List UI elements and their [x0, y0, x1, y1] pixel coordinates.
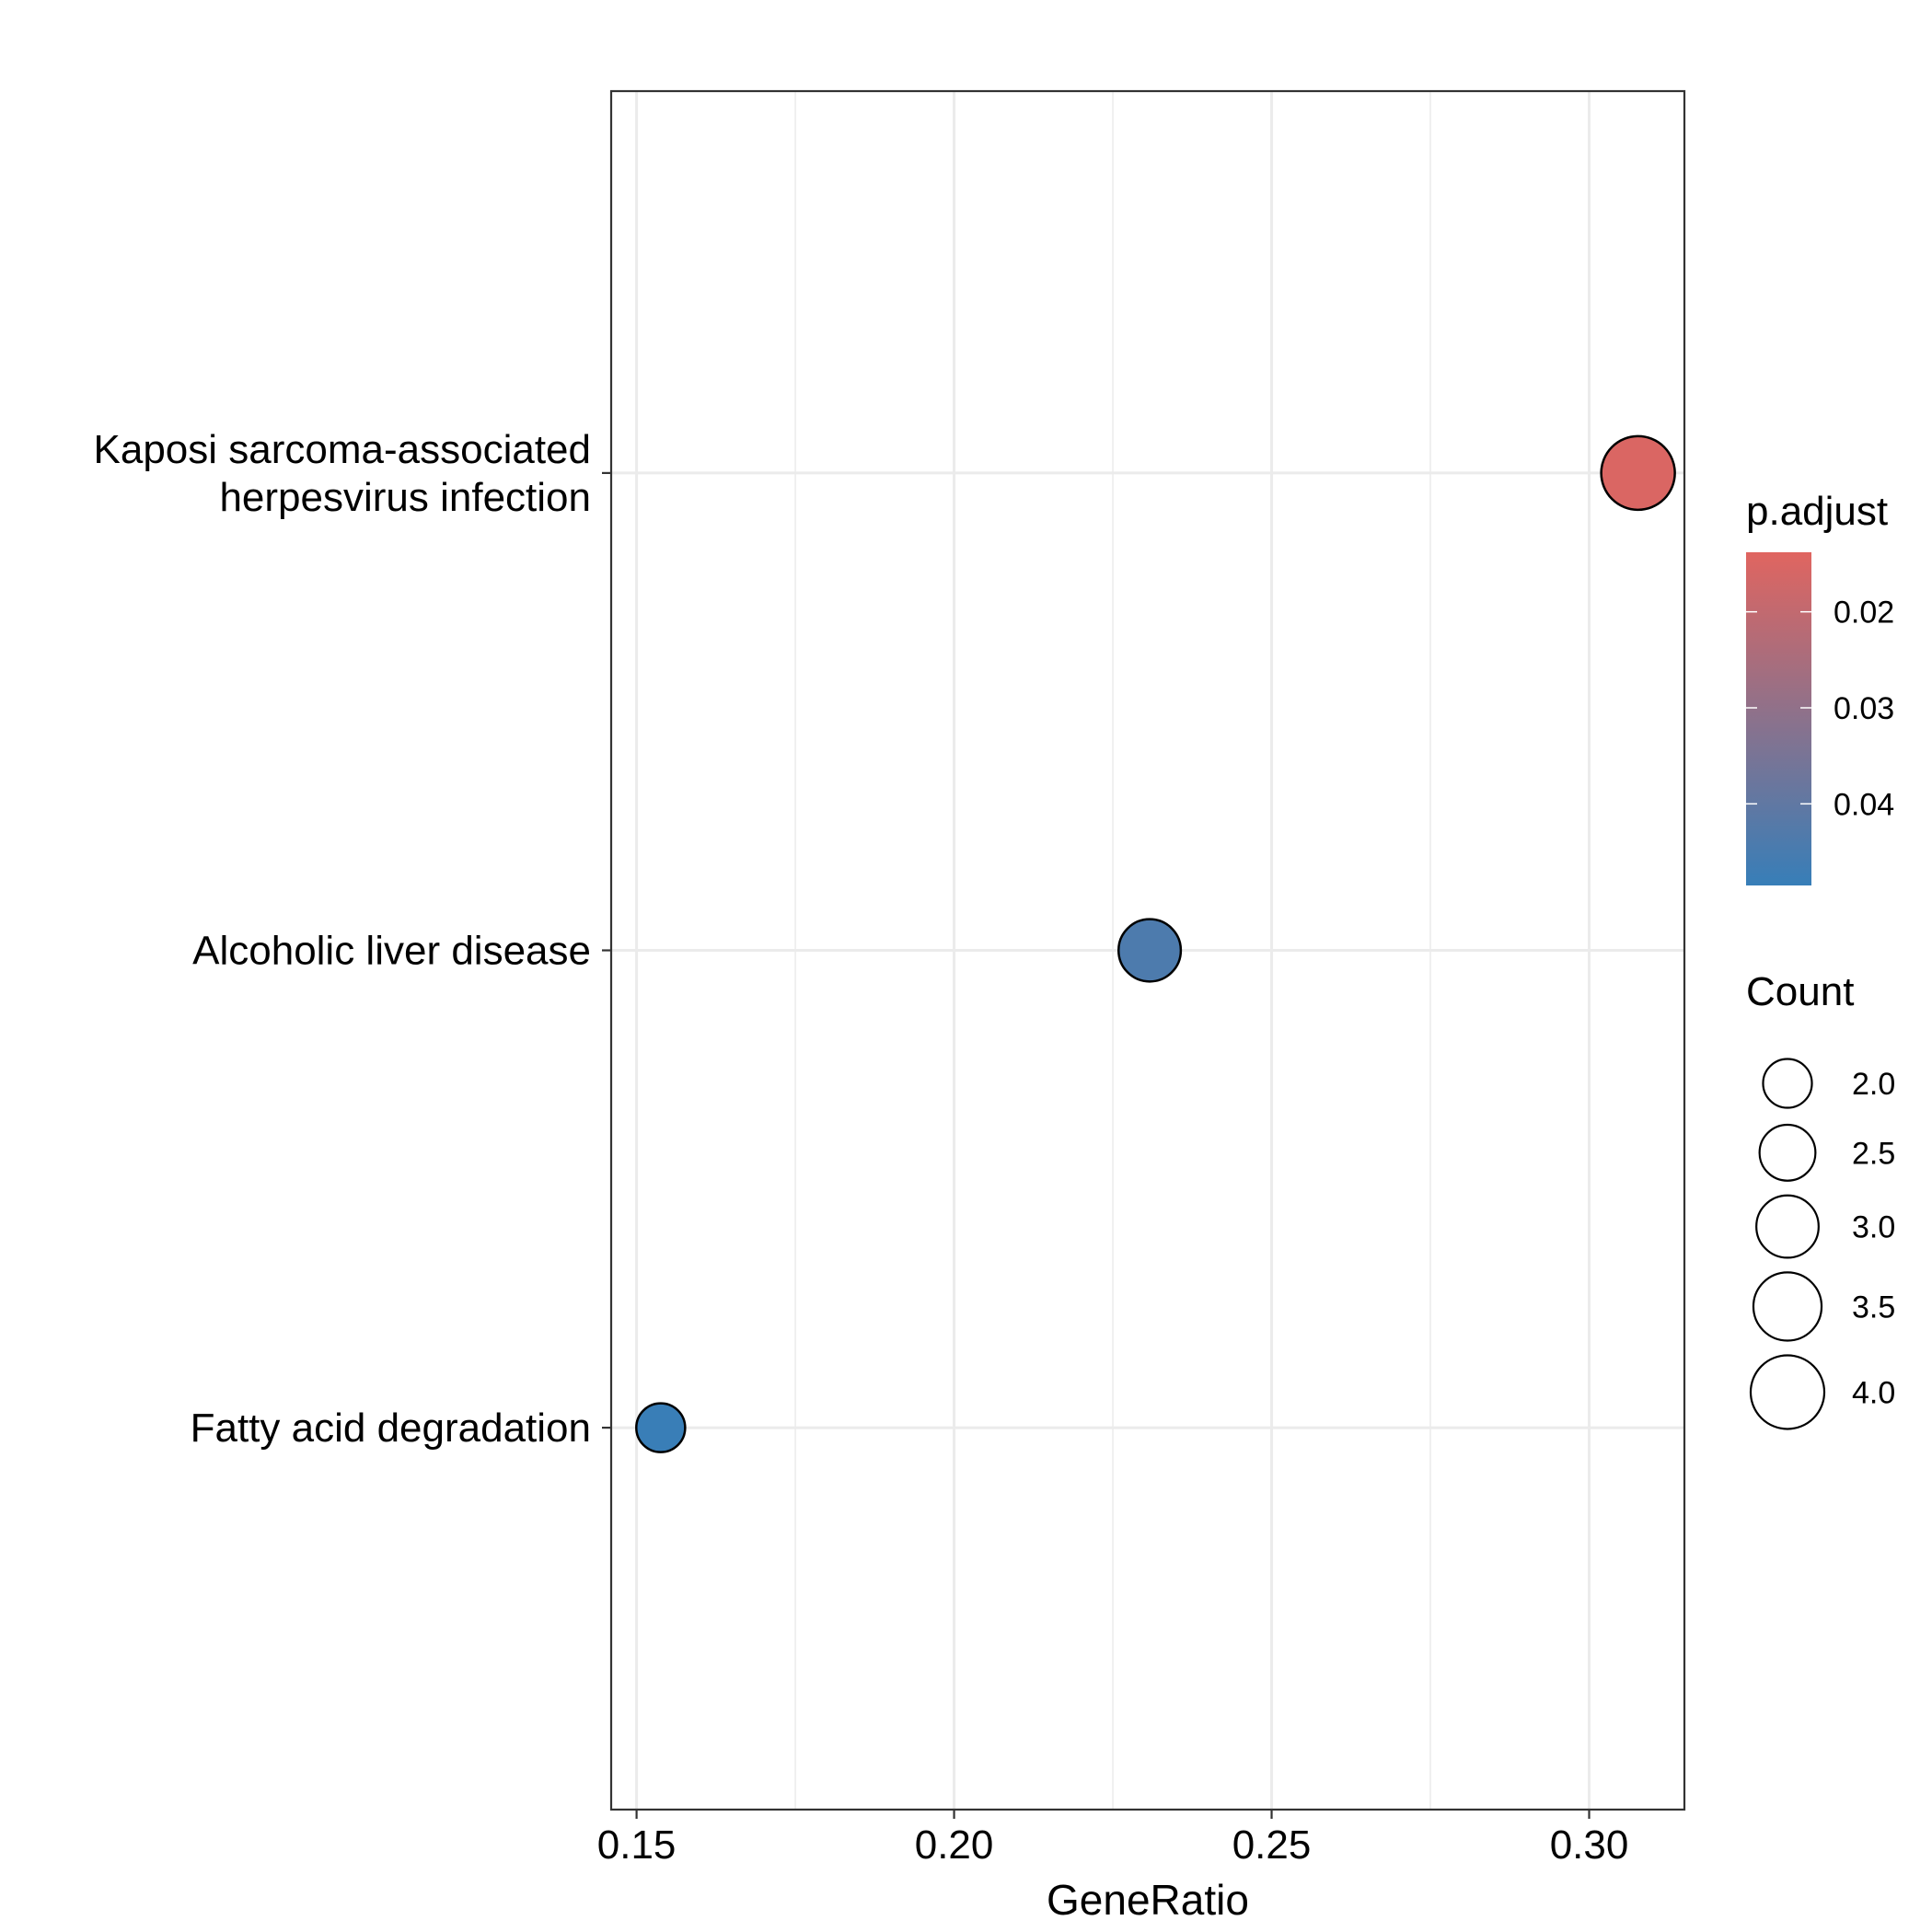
color-legend-label: 0.03 — [1834, 691, 1894, 726]
color-bar — [1746, 552, 1811, 885]
x-tick-label: 0.20 — [915, 1822, 994, 1868]
size-legend-circle — [1762, 1058, 1813, 1109]
size-legend-circle — [1752, 1271, 1823, 1342]
size-legend-title: Count — [1746, 969, 1854, 1014]
color-legend: p.adjust 0.02 0.03 0.04 — [1746, 489, 1894, 885]
size-legend-label: 4.0 — [1852, 1375, 1895, 1410]
size-legend-circle — [1755, 1194, 1820, 1259]
size-legend: Count 2.0 2.5 3.0 3.5 4.0 — [1746, 969, 1895, 1430]
grid-lines — [611, 91, 1684, 1810]
x-tick-label: 0.15 — [597, 1822, 677, 1868]
color-legend-title: p.adjust — [1746, 489, 1888, 534]
size-legend-circle — [1749, 1354, 1826, 1430]
y-tick-label: Kaposi sarcoma-associated herpesvirus inf… — [94, 427, 591, 520]
x-axis-title: GeneRatio — [1047, 1876, 1249, 1924]
y-tick-label: Fatty acid degradation — [191, 1406, 591, 1451]
size-legend-label: 3.0 — [1852, 1210, 1895, 1245]
data-point — [635, 1402, 687, 1453]
size-legend-circle — [1758, 1123, 1817, 1182]
x-tick-label: 0.25 — [1232, 1822, 1312, 1868]
size-legend-label: 3.5 — [1852, 1290, 1895, 1325]
color-legend-label: 0.04 — [1834, 787, 1894, 822]
size-legend-label: 2.5 — [1852, 1136, 1895, 1171]
y-tick-label: Alcoholic liver disease — [192, 929, 591, 974]
data-points — [635, 434, 1676, 1453]
size-legend-label: 2.0 — [1852, 1067, 1895, 1102]
data-point — [1116, 918, 1183, 983]
data-point — [1600, 434, 1676, 512]
y-axis-ticks: Kaposi sarcoma-associated herpesvirus inf… — [94, 427, 611, 1451]
color-legend-ticks: 0.02 0.03 0.04 — [1746, 596, 1894, 822]
size-legend-items: 2.0 2.5 3.0 3.5 4.0 — [1749, 1058, 1895, 1430]
x-axis-ticks: 0.15 0.20 0.25 0.30 — [597, 1810, 1629, 1868]
color-legend-label: 0.02 — [1834, 596, 1894, 631]
x-tick-label: 0.30 — [1550, 1822, 1629, 1868]
